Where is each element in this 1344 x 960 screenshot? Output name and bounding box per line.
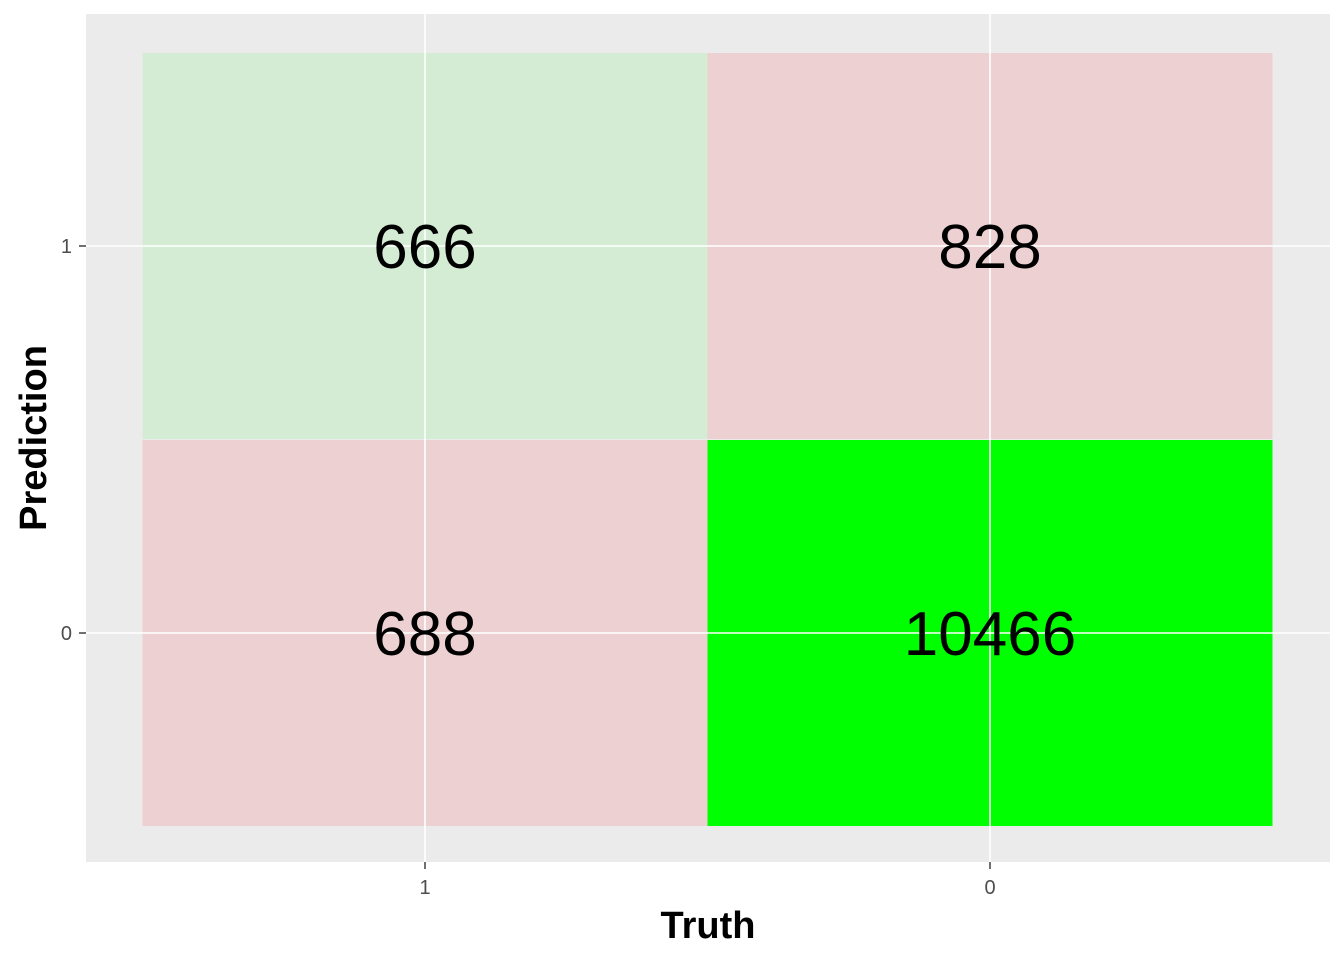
x-axis-title: Truth: [661, 905, 756, 947]
cell-value-truth-0-pred-0: 10466: [904, 600, 1076, 669]
y-tick-label: 1: [61, 236, 72, 258]
x-tick-label: 0: [984, 877, 995, 899]
y-tick-label: 0: [61, 623, 72, 645]
cell-labels: 666 828 688 10466: [373, 213, 1076, 669]
cell-value-truth-0-pred-1: 828: [938, 213, 1041, 282]
cell-value-truth-1-pred-0: 688: [373, 600, 476, 669]
cell-value-truth-1-pred-1: 666: [373, 213, 476, 282]
y-axis-title: Prediction: [13, 345, 55, 531]
gridlines: [86, 14, 1330, 862]
x-tick-label: 1: [419, 877, 430, 899]
axes: 1 0 0 1: [61, 236, 996, 899]
